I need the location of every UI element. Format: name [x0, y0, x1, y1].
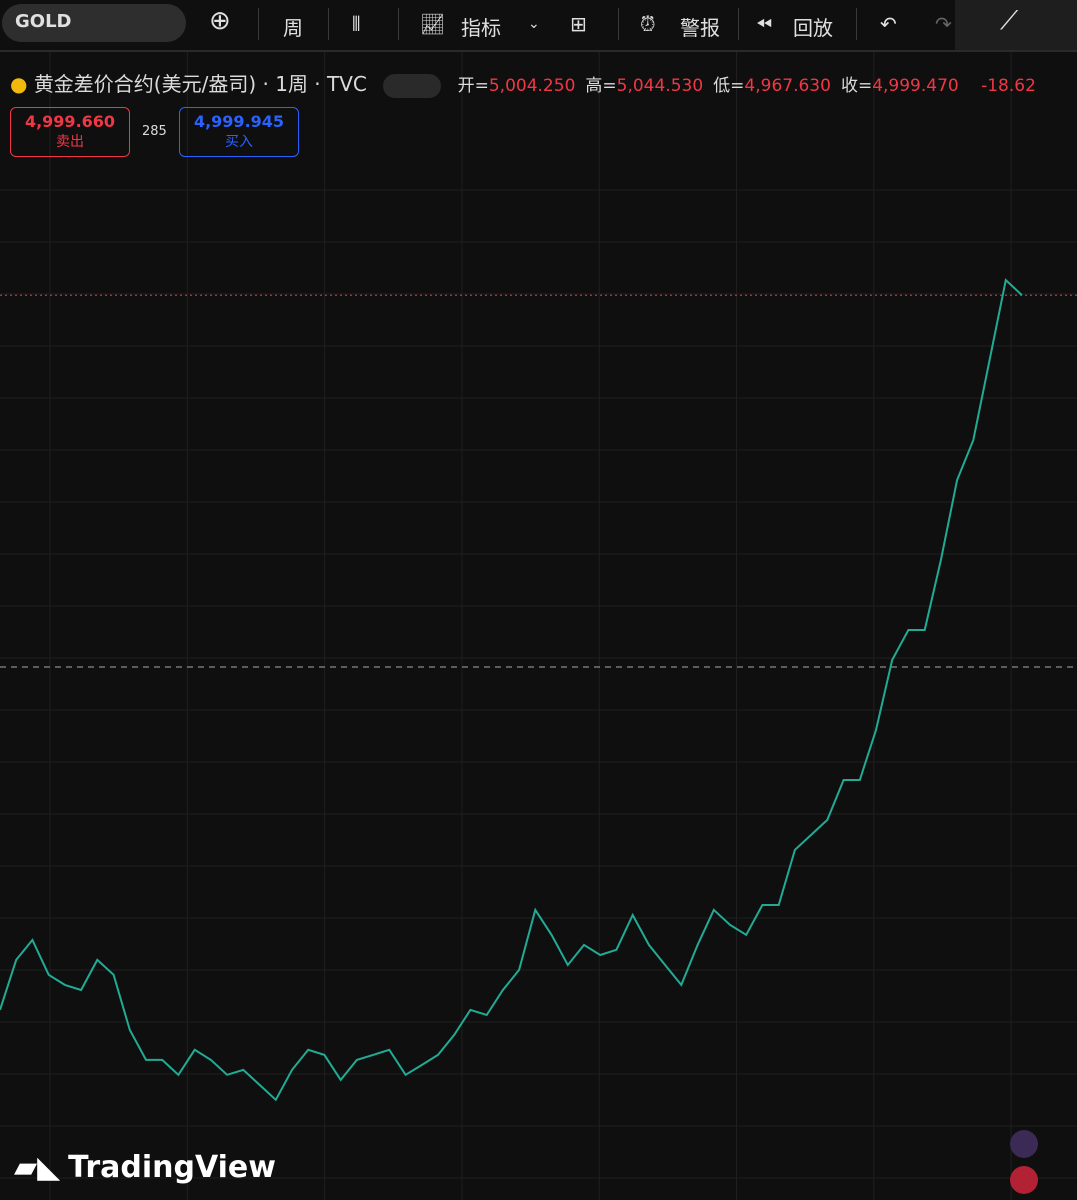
add-button[interactable]: ⊕: [209, 6, 231, 36]
spread: 285: [142, 124, 167, 139]
ohlc-value: 5,044.530: [616, 76, 704, 96]
toolbar: GOLD ⊕ 周 ⫴ 📈︎ 指标 ⌄ ⊞ ⏰︎ 警报 ⏪︎ 回放 ↶ ↷ ⟋: [0, 0, 1077, 52]
change: -18.62: [981, 76, 1036, 96]
chart-type[interactable]: ⫴: [352, 12, 361, 36]
ohlc-value: 5,004.250: [488, 76, 576, 96]
buy-label: 买入: [225, 134, 253, 150]
buy-button[interactable]: 4,999.945 买入: [179, 107, 299, 157]
replay-icon[interactable]: ⏪︎: [756, 12, 772, 36]
status-badge: [383, 73, 442, 98]
undo[interactable]: ↶: [880, 12, 897, 36]
indicators[interactable]: 指标: [461, 16, 501, 40]
ohlc-label: 开=: [457, 76, 489, 96]
alert-icon[interactable]: ⏰︎: [640, 12, 656, 36]
drawing-tools: [955, 0, 1077, 50]
symbol-title: 黄金差价合约(美元/盎司) · 1周 · TVC: [33, 72, 367, 96]
ohlc-label: 收=: [840, 76, 873, 96]
replay[interactable]: 回放: [793, 16, 833, 40]
symbol-search[interactable]: [2, 4, 186, 42]
redo[interactable]: ↷: [935, 12, 952, 36]
gold-icon: ●: [10, 72, 28, 96]
price-series: [0, 278, 1023, 1102]
flag-icon[interactable]: [1010, 1166, 1038, 1194]
sell-label: 卖出: [56, 134, 84, 150]
buy-price: 4,999.945: [193, 112, 285, 131]
layouts[interactable]: ⊞: [570, 12, 587, 36]
sell-button[interactable]: 4,999.660 卖出: [10, 107, 130, 157]
legend: ● 黄金差价合约(美元/盎司) · 1周 · TVC 开=5,004.250 高=…: [10, 68, 1036, 98]
lightning-icon[interactable]: [1010, 1130, 1038, 1158]
ohlc-value: 4,999.470: [872, 76, 959, 96]
indicators-icon[interactable]: 📈︎: [420, 12, 446, 36]
alerts[interactable]: 警报: [680, 16, 720, 40]
ohlc-label: 高=: [585, 76, 617, 96]
sell-price: 4,999.660: [24, 112, 116, 131]
ohlc: 开=5,004.250 高=5,044.530 低=4,967.630 收=4,999…: [458, 76, 969, 96]
ohlc-label: 低=: [713, 76, 745, 96]
dropdown[interactable]: ⌄: [528, 16, 540, 32]
trend-line[interactable]: ⟋: [1000, 6, 1019, 36]
symbol[interactable]: GOLD: [15, 11, 72, 32]
interval[interactable]: 周: [283, 16, 303, 40]
brand-name: TradingView: [68, 1150, 276, 1185]
brand: ▰◣ TradingView: [14, 1150, 276, 1185]
ohlc-value: 4,967.630: [744, 76, 831, 96]
